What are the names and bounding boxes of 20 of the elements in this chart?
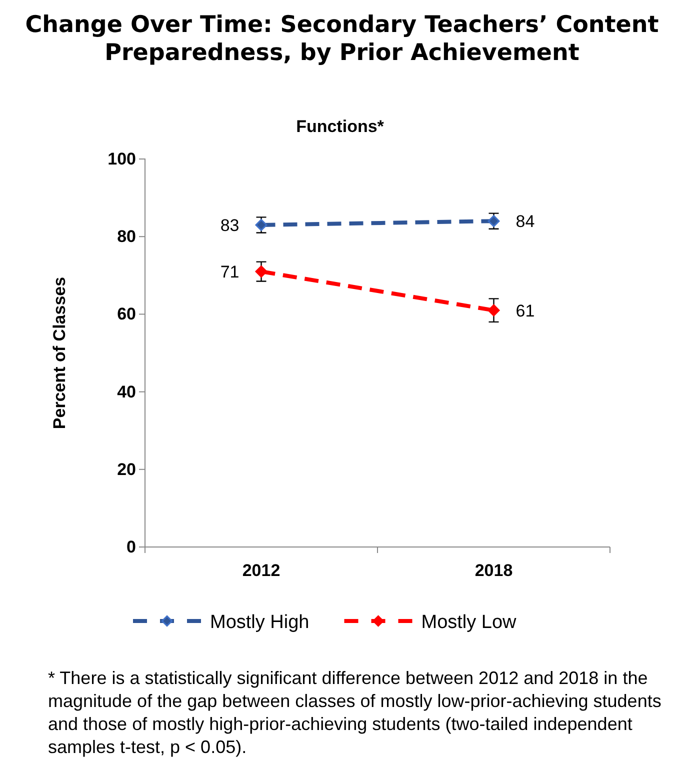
data-label: 84 (516, 212, 535, 232)
y-tick-label: 60 (117, 304, 136, 324)
y-tick-label: 100 (108, 149, 136, 168)
point (488, 304, 500, 316)
data-label: 83 (220, 216, 240, 235)
legend-label: Mostly Low (421, 612, 517, 633)
point (255, 266, 268, 278)
text: * There is a statistically significant difference between 2012 and 2018 in the magnitude of the gap between classes of mostly low-prior-achieving students and those of mostly high-prior-achieving students (two-tailed independent samples t-test, p < 0.05). (48, 668, 662, 757)
y-tick-label: 40 (117, 382, 136, 402)
y-tick-label: 80 (117, 227, 136, 246)
y-tick-label: 0 (126, 537, 136, 556)
chart-subtitle: Functions* (296, 117, 384, 136)
legend-label: Mostly High (210, 612, 310, 633)
data-label: 61 (516, 301, 535, 320)
data-label: 71 (220, 262, 240, 282)
x-tick-label: 2012 (242, 561, 280, 580)
y-tick-label: 20 (117, 460, 136, 479)
y-axis-title: Percent of Classes (50, 276, 69, 430)
x-tick-label: 2018 (474, 561, 513, 580)
chart-title: Change Over Time: Secondary Teachers’ Content Preparedness, by Prior Achievement (25, 12, 659, 66)
